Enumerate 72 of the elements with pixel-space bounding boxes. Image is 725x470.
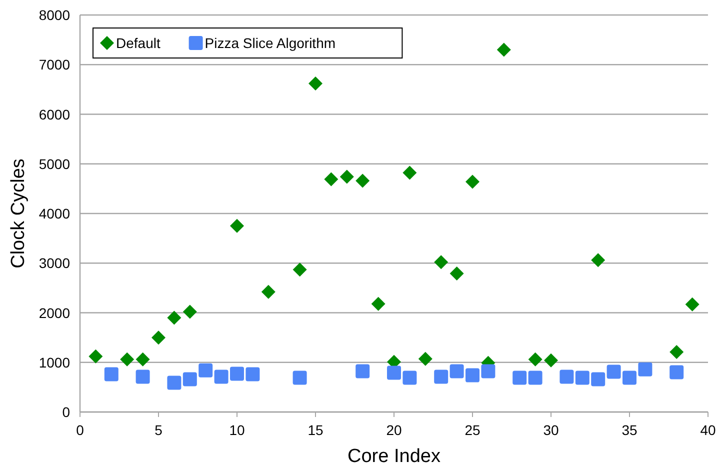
point <box>670 365 684 380</box>
point <box>230 366 244 381</box>
point <box>591 253 606 268</box>
point <box>246 367 260 382</box>
point <box>685 297 700 312</box>
x-tick-label: 15 <box>308 422 324 438</box>
point <box>512 370 527 385</box>
point <box>182 304 197 319</box>
point <box>167 310 182 325</box>
point <box>356 364 370 378</box>
point <box>292 370 307 385</box>
point <box>466 174 480 189</box>
x-axis-title: Core Index <box>348 446 441 467</box>
point <box>402 166 417 180</box>
legend-label: Pizza Slice Algorithm <box>204 35 336 51</box>
x-tick-label: 40 <box>700 422 716 438</box>
point <box>230 218 244 233</box>
legend-label: Default <box>116 35 160 51</box>
point <box>481 364 496 378</box>
point <box>104 367 118 382</box>
point <box>356 174 370 188</box>
point <box>450 364 464 378</box>
y-tick-label: 5000 <box>38 156 70 172</box>
y-tick-label: 7000 <box>38 56 70 73</box>
y-tick-label: 4000 <box>38 206 70 222</box>
point <box>544 353 558 368</box>
point <box>292 262 307 277</box>
point <box>591 372 606 386</box>
point <box>450 266 464 281</box>
y-tick-label: 1000 <box>38 354 70 370</box>
point <box>434 255 448 270</box>
point <box>496 42 511 57</box>
point <box>387 366 401 380</box>
point <box>198 363 213 378</box>
point <box>152 330 166 345</box>
x-tick-label: 10 <box>229 422 245 438</box>
point <box>214 370 228 384</box>
point <box>622 370 636 385</box>
y-tick-label: 2000 <box>38 304 70 321</box>
point <box>371 296 386 311</box>
point <box>528 352 542 366</box>
y-tick-label: 8000 <box>38 7 70 23</box>
point <box>466 368 480 382</box>
point <box>261 284 276 299</box>
x-tick-label: 0 <box>76 422 84 438</box>
point <box>136 370 150 384</box>
point <box>340 170 354 184</box>
point <box>670 344 684 359</box>
point <box>136 352 150 366</box>
point <box>575 370 590 385</box>
point <box>120 352 134 366</box>
point <box>638 362 652 376</box>
y-axis-title: Clock Cycles <box>8 158 29 268</box>
y-tick-label: 3000 <box>38 255 70 272</box>
x-tick-label: 5 <box>154 422 163 438</box>
x-tick-label: 25 <box>464 422 480 438</box>
point <box>418 352 432 366</box>
point <box>182 372 197 386</box>
point <box>606 364 621 379</box>
x-tick-label: 20 <box>386 422 402 438</box>
y-tick-label: 6000 <box>38 106 70 122</box>
point <box>434 370 448 384</box>
point <box>560 370 574 384</box>
point <box>324 172 338 186</box>
x-tick-label: 30 <box>543 422 559 438</box>
x-tick-label: 35 <box>622 422 638 438</box>
y-tick-label: 0 <box>62 404 70 420</box>
point <box>308 76 322 90</box>
point <box>167 376 182 390</box>
point <box>402 370 417 385</box>
point <box>88 349 103 364</box>
point <box>528 370 542 385</box>
